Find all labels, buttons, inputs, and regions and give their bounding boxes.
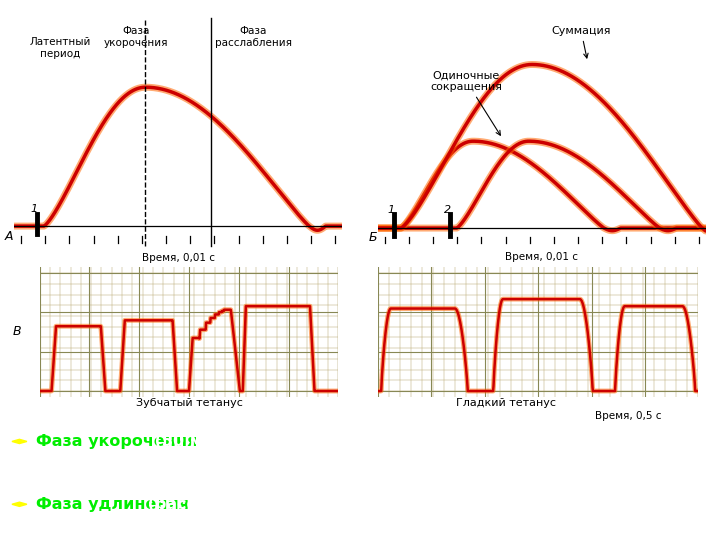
Text: 1: 1 xyxy=(388,205,395,215)
Polygon shape xyxy=(12,440,27,443)
Text: (50 мс) – от начала сокращения до вершины кривой.: (50 мс) – от начала сокращения до вершин… xyxy=(150,434,652,449)
Text: Одиночные
сокращения: Одиночные сокращения xyxy=(431,70,503,135)
Text: Время, 0,5 с: Время, 0,5 с xyxy=(595,411,661,421)
Polygon shape xyxy=(12,502,27,507)
Text: В: В xyxy=(13,325,22,338)
Text: Гладкий тетанус: Гладкий тетанус xyxy=(456,399,556,408)
Text: Суммация: Суммация xyxy=(552,26,611,58)
Text: 1: 1 xyxy=(31,204,38,214)
Text: Латентный
период: Латентный период xyxy=(30,37,91,59)
Text: Фаза укорочения: Фаза укорочения xyxy=(36,434,197,449)
Text: 2: 2 xyxy=(444,205,451,215)
Text: Время, 0,01 с: Время, 0,01 с xyxy=(505,252,578,262)
Text: Фаза удлинения: Фаза удлинения xyxy=(36,497,189,512)
Text: Зубчатый тетанус: Зубчатый тетанус xyxy=(135,399,243,408)
Text: Фаза
укорочения: Фаза укорочения xyxy=(104,26,168,48)
Text: (расслабления) - 50 мс.: (расслабления) - 50 мс. xyxy=(142,496,366,512)
Text: А: А xyxy=(4,230,13,243)
Text: Б: Б xyxy=(368,231,377,244)
Text: Фаза
расслабления: Фаза расслабления xyxy=(215,26,292,48)
Text: Время, 0,01 с: Время, 0,01 с xyxy=(142,253,215,263)
